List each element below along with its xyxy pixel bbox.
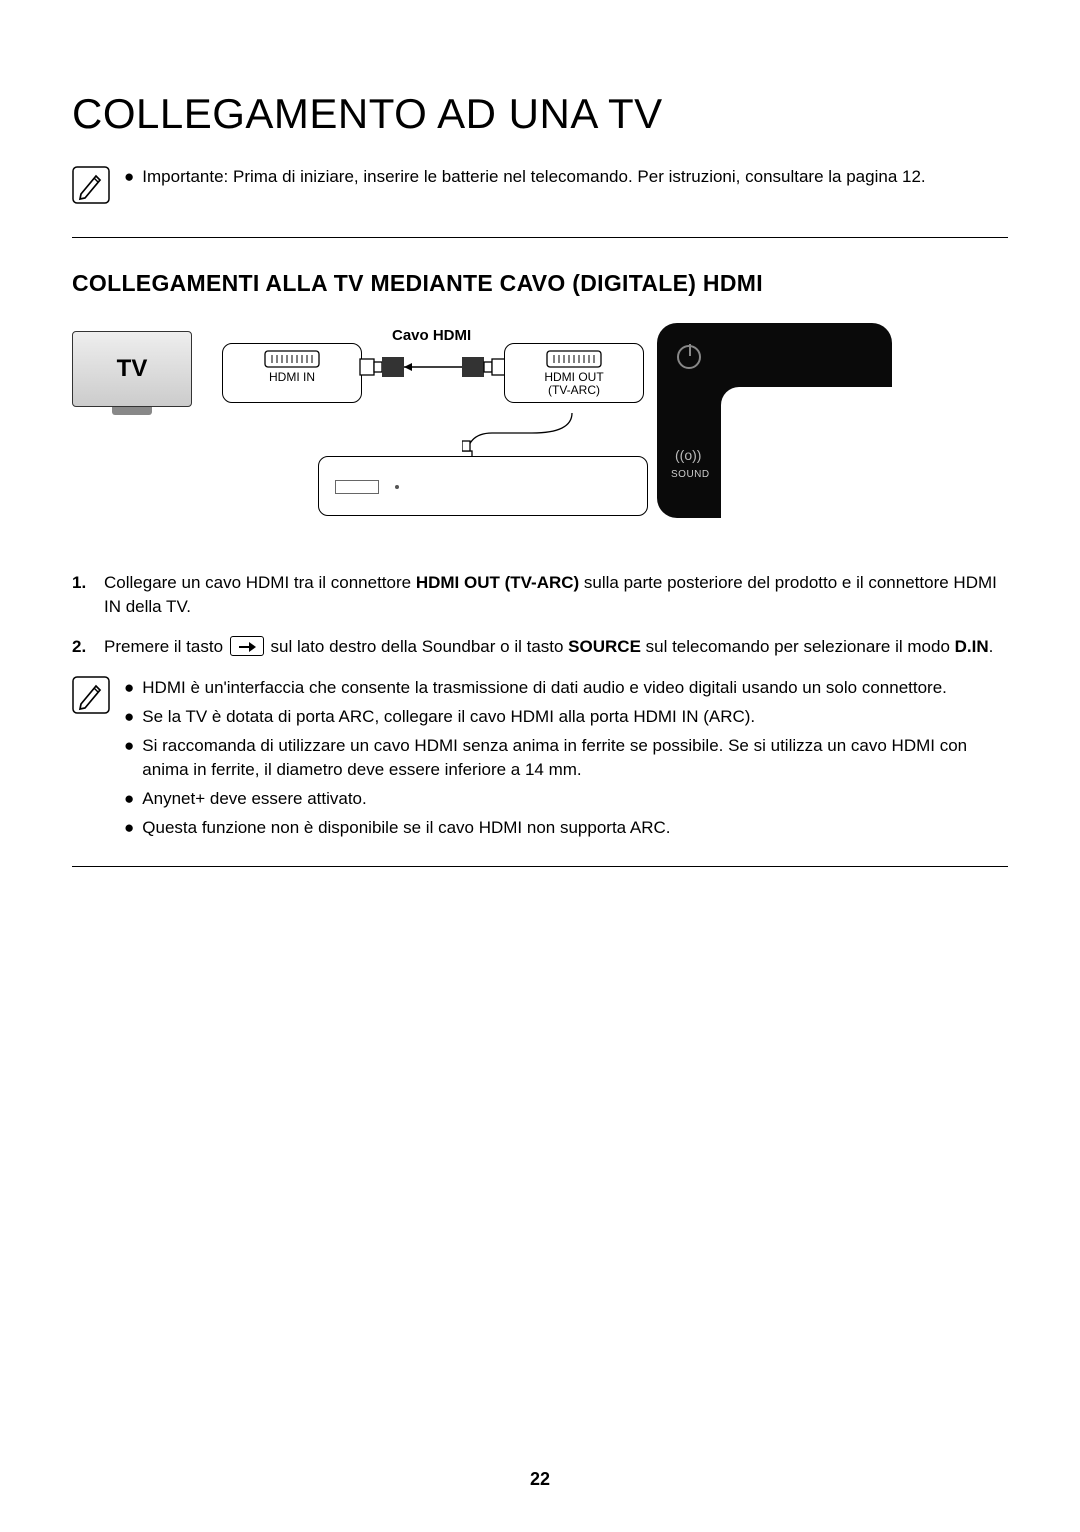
soundbar-graphic <box>318 456 648 516</box>
source-button-icon <box>230 636 264 656</box>
page-title: COLLEGAMENTO AD UNA TV <box>72 90 1008 138</box>
note-item: ●Si raccomanda di utilizzare un cavo HDM… <box>124 734 1008 783</box>
bullet-icon: ● <box>124 787 134 812</box>
connection-diagram: TV HDMI IN Cavo HDMI <box>72 321 1008 531</box>
page-number: 22 <box>0 1469 1080 1490</box>
bullet-icon: ● <box>124 816 134 841</box>
pencil-note-icon <box>72 676 110 844</box>
step-text: Premere il tasto sul lato destro della S… <box>104 635 993 659</box>
power-icon <box>677 345 701 369</box>
hdmi-in-label: HDMI IN <box>233 371 351 384</box>
hdmi-in-callout: HDMI IN <box>222 343 362 403</box>
note-item: ●HDMI è un'interfaccia che consente la t… <box>124 676 1008 701</box>
subwoofer-graphic: ((o)) SOUND <box>657 323 892 518</box>
sound-label: SOUND <box>671 469 710 480</box>
cable-label: Cavo HDMI <box>392 327 471 344</box>
pencil-note-icon <box>72 166 110 209</box>
note-item: ●Questa funzione non è disponibile se il… <box>124 816 1008 841</box>
intro-note-row: ● Importante: Prima di iniziare, inserir… <box>72 166 1008 238</box>
intro-note-text: Importante: Prima di iniziare, inserire … <box>142 166 925 189</box>
note-item: ●Anynet+ deve essere attivato. <box>124 787 1008 812</box>
hdmi-out-label-1: HDMI OUT <box>515 371 633 384</box>
wireless-icon: ((o)) <box>675 447 701 463</box>
step-text: Collegare un cavo HDMI tra il connettore… <box>104 571 1008 619</box>
tv-label: TV <box>117 355 148 383</box>
bullet-icon: ● <box>124 676 134 701</box>
step-number: 2. <box>72 635 94 659</box>
notes-block: ●HDMI è un'interfaccia che consente la t… <box>72 676 1008 867</box>
section-title: COLLEGAMENTI ALLA TV MEDIANTE CAVO (DIGI… <box>72 270 1008 297</box>
bullet-icon: ● <box>124 734 134 783</box>
step-number: 1. <box>72 571 94 619</box>
steps-list: 1. Collegare un cavo HDMI tra il connett… <box>72 571 1008 658</box>
step-item: 2. Premere il tasto sul lato destro dell… <box>72 635 1008 659</box>
step-item: 1. Collegare un cavo HDMI tra il connett… <box>72 571 1008 619</box>
hdmi-port-icon <box>264 350 320 368</box>
hdmi-port-icon <box>546 350 602 368</box>
tv-graphic: TV <box>72 331 192 415</box>
hdmi-out-label-2: (TV-ARC) <box>515 384 633 397</box>
bullet-icon: ● <box>124 166 134 189</box>
bullet-icon: ● <box>124 705 134 730</box>
note-item: ●Se la TV è dotata di porta ARC, collega… <box>124 705 1008 730</box>
hdmi-out-callout: HDMI OUT (TV-ARC) <box>504 343 644 403</box>
hdmi-cable-graphic <box>358 353 508 381</box>
